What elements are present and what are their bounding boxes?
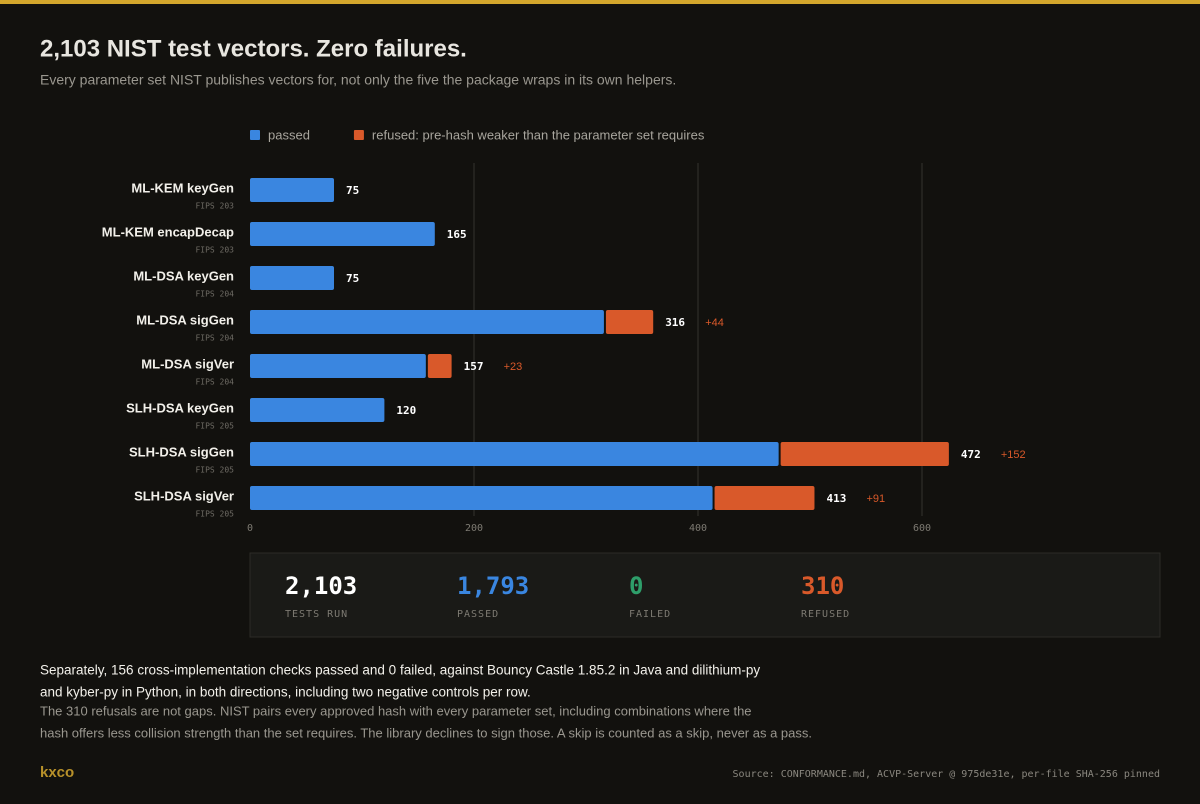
- category-label: ML-KEM encapDecap: [102, 224, 234, 239]
- stat-label: REFUSED: [801, 609, 850, 620]
- category-sublabel: FIPS 203: [195, 246, 234, 255]
- bar-refused: [714, 486, 815, 510]
- value-label: 316: [665, 316, 685, 329]
- category-label: SLH-DSA sigGen: [129, 444, 234, 459]
- legend-label: passed: [268, 127, 310, 142]
- category-label: SLH-DSA keyGen: [126, 400, 234, 415]
- x-tick-label: 600: [913, 523, 931, 534]
- note-primary: Separately, 156 cross-implementation che…: [40, 663, 760, 678]
- bar-passed: [250, 486, 713, 510]
- category-sublabel: FIPS 205: [195, 466, 234, 475]
- legend-label: refused: pre-hash weaker than the parame…: [372, 127, 705, 142]
- bar-passed: [250, 398, 385, 422]
- stat-value: 0: [629, 572, 643, 600]
- bar-refused: [605, 310, 654, 334]
- stat-value: 1,793: [457, 572, 529, 600]
- title: 2,103 NIST test vectors. Zero failures.: [40, 35, 467, 62]
- note-secondary: hash offers less collision strength than…: [40, 725, 812, 740]
- category-sublabel: FIPS 205: [195, 422, 234, 431]
- bar-passed: [250, 222, 435, 246]
- top-border: [0, 0, 1200, 4]
- value-label: 472: [961, 448, 981, 461]
- stats-box: [249, 552, 1161, 638]
- bar-passed: [250, 310, 604, 334]
- bar-passed: [250, 266, 334, 290]
- stat-label: PASSED: [457, 609, 499, 620]
- source: Source: CONFORMANCE.md, ACVP-Server @ 97…: [733, 769, 1160, 780]
- stat-value: 2,103: [285, 572, 357, 600]
- value-label: 413: [826, 492, 846, 505]
- stat-value: 310: [801, 572, 844, 600]
- legend-swatch: [353, 130, 364, 140]
- note-secondary: The 310 refusals are not gaps. NIST pair…: [40, 703, 752, 718]
- brand: kxco: [40, 764, 74, 781]
- value-label: 165: [447, 228, 467, 241]
- bar-passed: [250, 178, 334, 202]
- bar-passed: [250, 442, 779, 466]
- refused-label: +44: [705, 317, 724, 329]
- note-primary: and kyber-py in Python, in both directio…: [40, 685, 531, 700]
- subtitle: Every parameter set NIST publishes vecto…: [40, 72, 676, 88]
- category-sublabel: FIPS 205: [195, 510, 234, 519]
- bar-refused: [427, 354, 452, 378]
- category-label: ML-DSA sigVer: [141, 356, 234, 371]
- category-sublabel: FIPS 204: [195, 290, 234, 299]
- refused-label: +91: [866, 493, 885, 505]
- refused-label: +23: [504, 361, 523, 373]
- bar-passed: [250, 354, 426, 378]
- category-label: ML-KEM keyGen: [131, 180, 234, 195]
- x-tick-label: 200: [465, 523, 483, 534]
- category-sublabel: FIPS 203: [195, 202, 234, 211]
- stat-label: TESTS RUN: [285, 609, 348, 620]
- refused-label: +152: [1001, 449, 1026, 461]
- category-label: ML-DSA keyGen: [133, 268, 234, 283]
- value-label: 120: [396, 404, 416, 417]
- bar-refused: [780, 442, 949, 466]
- value-label: 75: [346, 184, 359, 197]
- category-sublabel: FIPS 204: [195, 334, 234, 343]
- category-sublabel: FIPS 204: [195, 378, 234, 387]
- value-label: 75: [346, 272, 359, 285]
- stat-label: FAILED: [629, 609, 671, 620]
- value-label: 157: [464, 360, 484, 373]
- x-tick-label: 0: [247, 523, 253, 534]
- category-label: ML-DSA sigGen: [136, 312, 234, 327]
- x-tick-label: 400: [689, 523, 707, 534]
- legend-swatch: [250, 130, 260, 140]
- category-label: SLH-DSA sigVer: [134, 488, 234, 503]
